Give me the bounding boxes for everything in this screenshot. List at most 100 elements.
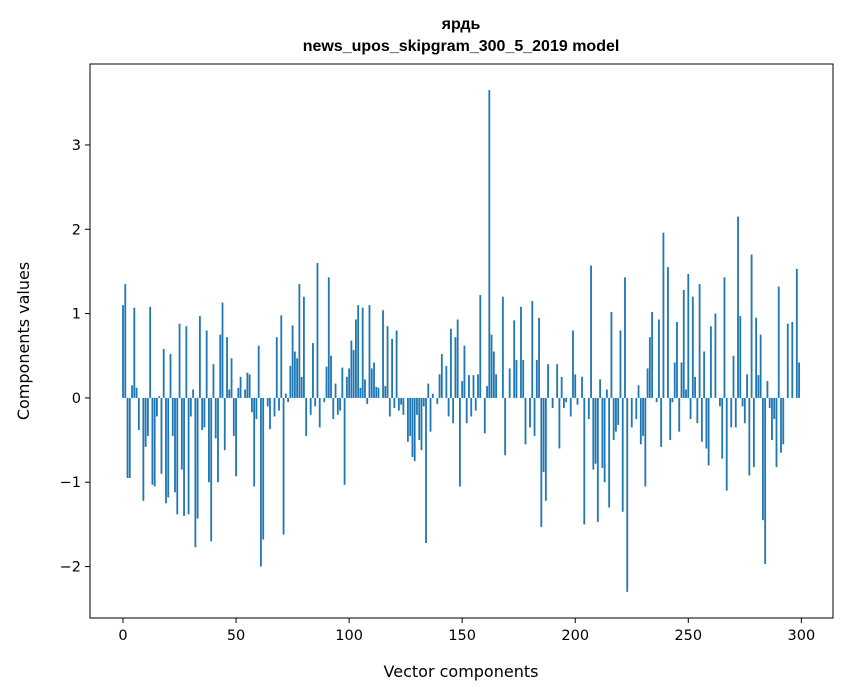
bar [413,397,416,462]
bar [449,328,452,398]
bar [244,389,247,398]
bar [402,397,405,415]
bar [375,386,378,398]
bar [341,367,344,398]
bar [730,397,733,428]
bar [619,330,622,398]
chart-subtitle: news_upos_skipgram_300_5_2019 model [303,38,620,55]
bar [422,397,425,407]
bar [703,351,706,398]
bar [262,397,265,540]
bar [617,397,620,425]
x-tick-label: 0 [118,628,127,644]
bar [151,397,154,485]
bar [583,397,586,525]
bar [431,393,434,398]
bar [678,397,681,432]
bar [165,397,167,504]
bar [637,385,640,398]
bar [366,397,369,404]
bar [759,334,762,398]
bar [126,397,129,479]
bar [395,330,398,398]
bar [436,397,439,404]
bar [393,397,396,409]
bar [293,351,296,398]
bar [250,397,253,413]
bar [235,397,237,477]
bar [176,397,179,515]
bar [768,397,771,409]
bar [483,397,486,434]
bar [694,376,696,398]
bar [762,397,764,521]
bar [257,345,260,398]
bar [630,397,633,428]
bar [327,277,330,398]
bar [318,397,321,428]
bar [334,383,337,398]
bar [486,386,488,398]
bar [495,374,497,398]
bar [682,289,685,398]
bar [183,397,185,516]
bar [221,302,224,398]
bar [418,397,421,441]
bar [669,397,672,441]
bar [544,397,547,501]
bar [425,397,427,543]
bar [556,364,559,398]
bar [332,397,335,419]
bar [522,359,525,398]
bar [325,366,328,398]
y-tick-label: −2 [60,560,81,576]
bar [260,397,262,567]
bar [255,397,258,419]
bar [454,337,457,398]
bar [459,397,461,487]
bar [608,397,611,508]
bar [205,330,208,398]
bar [400,397,403,405]
bar [524,397,527,445]
x-tick-label: 250 [674,628,702,644]
bar [603,397,606,483]
bar [504,397,507,456]
bar [501,296,504,398]
bar [764,397,767,565]
bar [626,397,629,592]
bar [411,397,414,457]
bar [370,368,373,398]
bar [386,326,389,398]
bar [336,397,339,415]
y-tick-label: 1 [72,307,81,323]
bar [547,364,550,398]
bar [169,354,172,398]
bar [707,397,710,466]
bar [133,307,136,398]
bar [420,397,423,451]
y-axis: −2 −1 0 1 2 3 [60,138,90,576]
bar [572,330,574,398]
bar [384,386,387,398]
bar [330,355,332,398]
bar [309,397,312,415]
bar [282,397,285,535]
bar [624,277,626,398]
bar [388,397,391,417]
bar [368,305,371,398]
bar [345,376,348,398]
bar [156,397,158,417]
bar [725,397,728,491]
bar [149,306,152,398]
bar [253,397,256,487]
bar [662,232,665,398]
bar [382,310,384,398]
bar [314,397,317,407]
bar [131,385,133,398]
bar [576,397,579,405]
bar [219,334,222,398]
chart-title: ярдь [441,16,481,33]
bar [719,397,721,407]
bar [214,397,217,439]
